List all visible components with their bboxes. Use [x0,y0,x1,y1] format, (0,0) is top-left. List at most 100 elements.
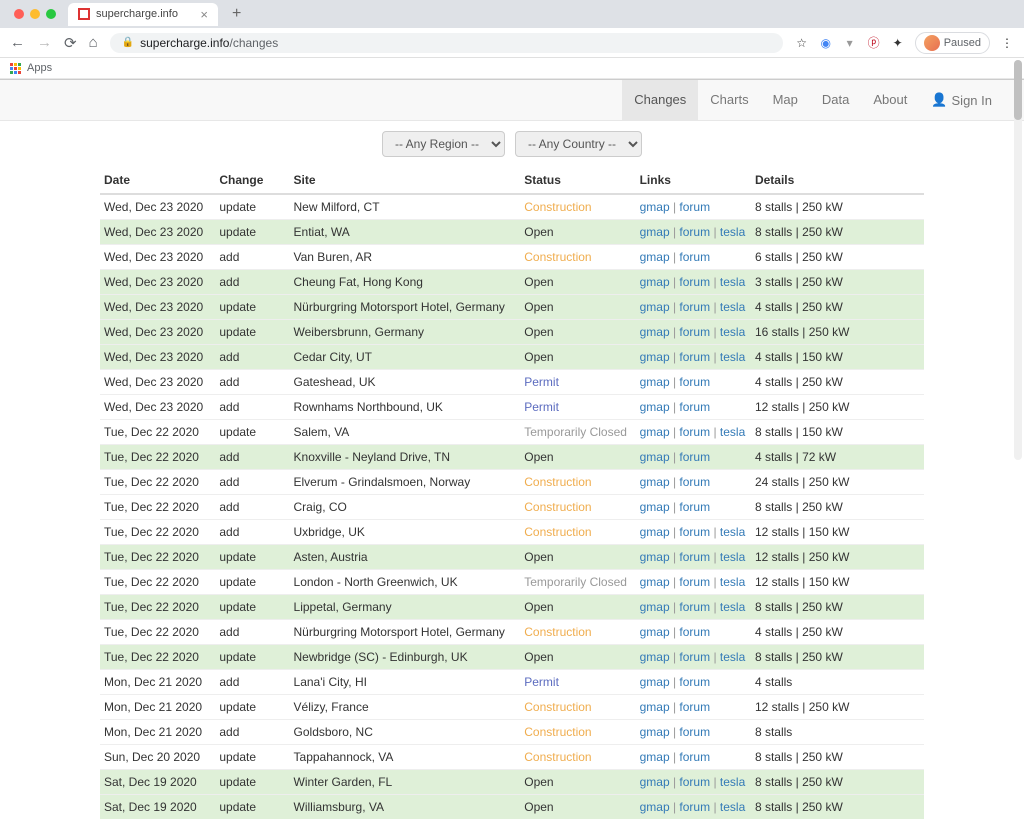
forum-link[interactable]: forum [679,350,710,364]
gmap-link[interactable]: gmap [640,675,670,689]
gmap-link[interactable]: gmap [640,450,670,464]
forum-link[interactable]: forum [679,575,710,589]
gmap-link[interactable]: gmap [640,200,670,214]
gmap-link[interactable]: gmap [640,575,670,589]
forum-link[interactable]: forum [679,750,710,764]
gmap-link[interactable]: gmap [640,350,670,364]
apps-icon[interactable] [10,63,21,74]
gmap-link[interactable]: gmap [640,425,670,439]
gmap-link[interactable]: gmap [640,650,670,664]
tesla-link[interactable]: tesla [720,425,745,439]
tesla-link[interactable]: tesla [720,525,745,539]
forum-link[interactable]: forum [679,475,710,489]
forum-link[interactable]: forum [679,725,710,739]
gmap-link[interactable]: gmap [640,800,670,814]
tesla-link[interactable]: tesla [720,275,745,289]
forum-link[interactable]: forum [679,275,710,289]
forum-link[interactable]: forum [679,500,710,514]
scrollbar-thumb[interactable] [1014,60,1022,120]
tesla-link[interactable]: tesla [720,775,745,789]
forum-link[interactable]: forum [679,800,710,814]
forum-link[interactable]: forum [679,200,710,214]
star-icon[interactable]: ☆ [795,36,809,50]
tesla-link[interactable]: tesla [720,325,745,339]
cell-change: add [215,520,289,545]
maximize-window-button[interactable] [46,9,56,19]
tesla-link[interactable]: tesla [720,600,745,614]
extensions-icon[interactable]: ✦ [891,36,905,50]
gmap-link[interactable]: gmap [640,700,670,714]
gmap-link[interactable]: gmap [640,550,670,564]
nav-changes[interactable]: Changes [622,80,698,120]
close-tab-button[interactable]: × [200,7,208,22]
nav-data[interactable]: Data [810,80,861,120]
gmap-link[interactable]: gmap [640,750,670,764]
gmap-link[interactable]: gmap [640,625,670,639]
nav-about[interactable]: About [861,80,919,120]
tesla-link[interactable]: tesla [720,550,745,564]
cell-site: Van Buren, AR [290,245,521,270]
profile-paused[interactable]: Paused [915,32,990,54]
gmap-link[interactable]: gmap [640,775,670,789]
extension-icon[interactable]: ◉ [819,36,833,50]
forum-link[interactable]: forum [679,675,710,689]
nav-map[interactable]: Map [761,80,810,120]
reload-button[interactable]: ⟳ [64,34,77,52]
forum-link[interactable]: forum [679,700,710,714]
home-button[interactable]: ⌂ [89,34,98,51]
toolbar-right: ☆ ◉ ▾ ⓟ ✦ Paused ⋮ [795,32,1014,54]
gmap-link[interactable]: gmap [640,225,670,239]
forum-link[interactable]: forum [679,550,710,564]
gmap-link[interactable]: gmap [640,325,670,339]
new-tab-button[interactable]: + [224,5,249,23]
nav-signin[interactable]: 👤 Sign In [919,80,1004,120]
gmap-link[interactable]: gmap [640,725,670,739]
apps-label[interactable]: Apps [27,62,52,74]
forward-button[interactable]: → [37,34,52,51]
gmap-link[interactable]: gmap [640,500,670,514]
tesla-link[interactable]: tesla [720,350,745,364]
forum-link[interactable]: forum [679,250,710,264]
minimize-window-button[interactable] [30,9,40,19]
back-button[interactable]: ← [10,34,25,51]
region-select[interactable]: -- Any Region -- [382,131,505,157]
scrollbar[interactable] [1014,60,1022,460]
gmap-link[interactable]: gmap [640,375,670,389]
forum-link[interactable]: forum [679,425,710,439]
gmap-link[interactable]: gmap [640,275,670,289]
forum-link[interactable]: forum [679,375,710,389]
url-input[interactable]: 🔒 supercharge.info/changes [110,33,783,53]
forum-link[interactable]: forum [679,625,710,639]
tesla-link[interactable]: tesla [720,300,745,314]
gmap-link[interactable]: gmap [640,600,670,614]
forum-link[interactable]: forum [679,650,710,664]
forum-link[interactable]: forum [679,225,710,239]
cell-details: 8 stalls | 250 kW [751,795,924,820]
pinterest-icon[interactable]: ⓟ [867,36,881,50]
extension-icon[interactable]: ▾ [843,36,857,50]
forum-link[interactable]: forum [679,450,710,464]
gmap-link[interactable]: gmap [640,525,670,539]
gmap-link[interactable]: gmap [640,250,670,264]
forum-link[interactable]: forum [679,400,710,414]
cell-details: 8 stalls | 250 kW [751,495,924,520]
forum-link[interactable]: forum [679,325,710,339]
tesla-link[interactable]: tesla [720,650,745,664]
gmap-link[interactable]: gmap [640,400,670,414]
browser-tab[interactable]: supercharge.info × [68,3,218,26]
country-select[interactable]: -- Any Country -- [515,131,642,157]
tesla-link[interactable]: tesla [720,800,745,814]
nav-charts[interactable]: Charts [698,80,760,120]
forum-link[interactable]: forum [679,775,710,789]
tesla-link[interactable]: tesla [720,575,745,589]
tesla-link[interactable]: tesla [720,225,745,239]
cell-site: Uxbridge, UK [290,520,521,545]
gmap-link[interactable]: gmap [640,300,670,314]
forum-link[interactable]: forum [679,300,710,314]
table-row: Wed, Dec 23 2020addCedar City, UTOpengma… [100,345,924,370]
menu-icon[interactable]: ⋮ [1000,36,1014,50]
gmap-link[interactable]: gmap [640,475,670,489]
close-window-button[interactable] [14,9,24,19]
forum-link[interactable]: forum [679,600,710,614]
forum-link[interactable]: forum [679,525,710,539]
